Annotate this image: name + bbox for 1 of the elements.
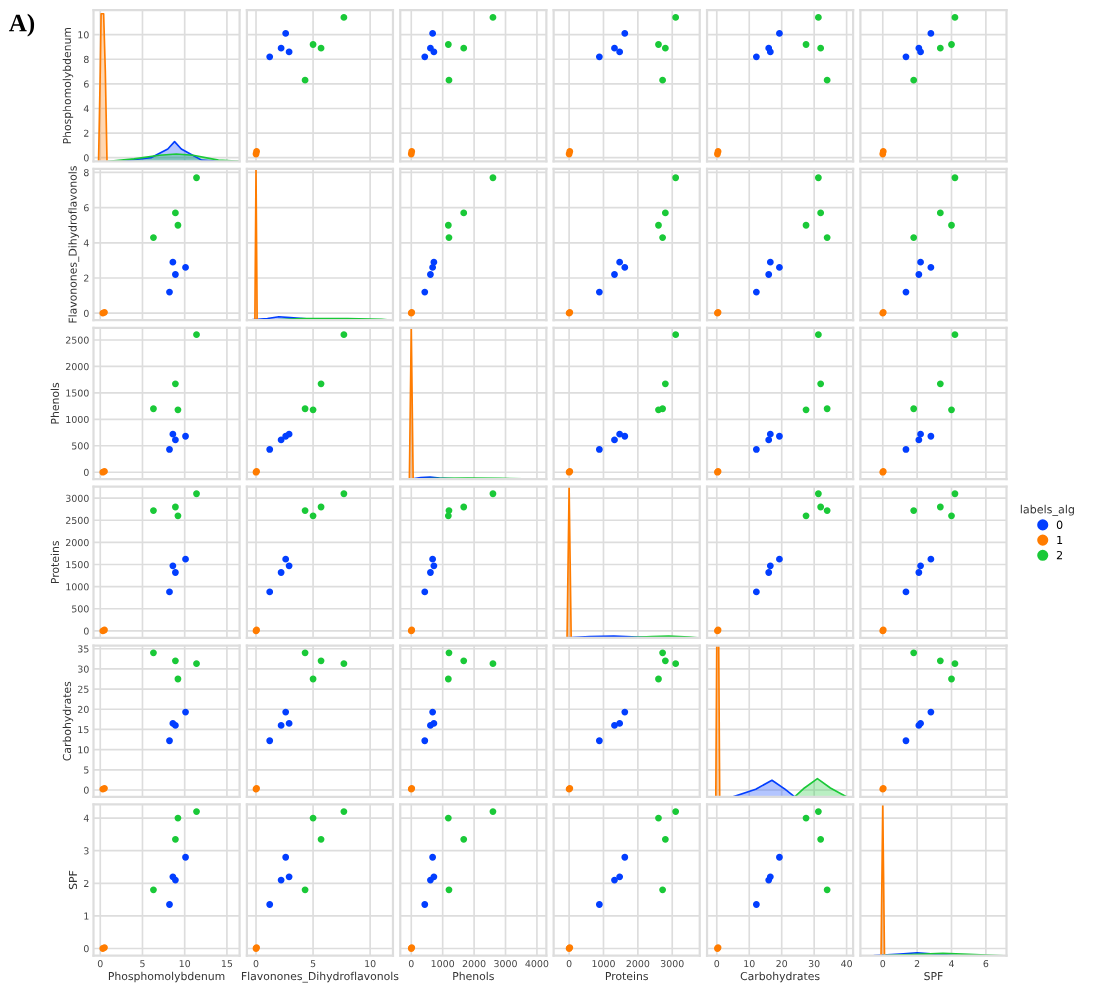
chart-title: A) <box>9 13 35 37</box>
